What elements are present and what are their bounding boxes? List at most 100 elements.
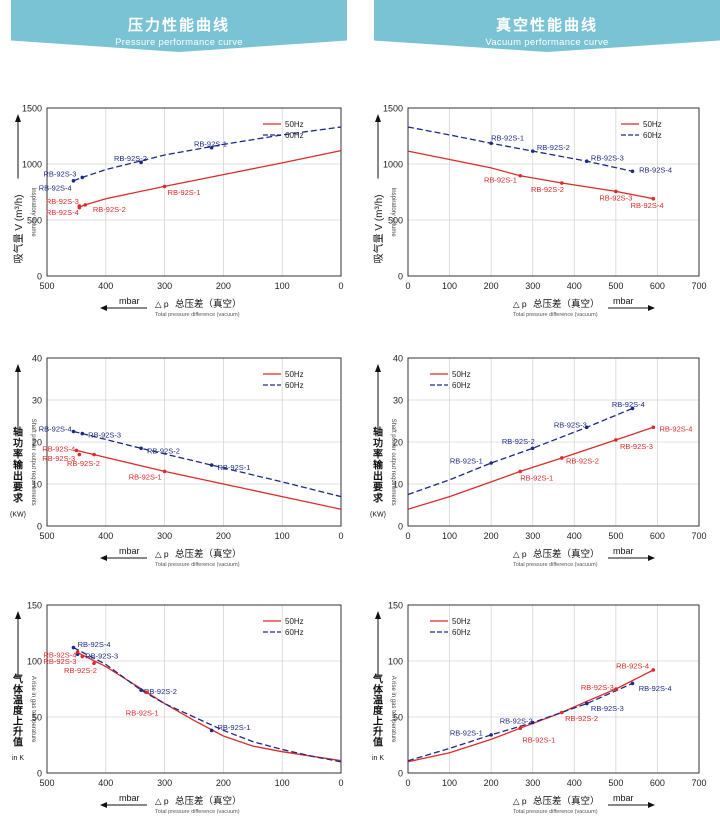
x-tick-label: 300 bbox=[525, 778, 540, 788]
point-label: RB-92S-2 bbox=[565, 714, 598, 723]
y-axis-title-char: 功 bbox=[13, 436, 23, 449]
data-point-s50 bbox=[92, 661, 96, 666]
point-label: RB-92S-3 bbox=[599, 194, 632, 203]
pressure-curve-title: 压力性能曲线 bbox=[127, 16, 230, 34]
x-tick-label: 200 bbox=[216, 778, 231, 788]
y-axis-title-char: 上 bbox=[13, 714, 23, 727]
x-tick-label: 200 bbox=[484, 778, 499, 788]
data-point-s50 bbox=[145, 690, 149, 695]
data-point-s60 bbox=[139, 160, 143, 165]
data-point-s50 bbox=[560, 456, 564, 460]
point-label: RB-92S-4 bbox=[43, 650, 76, 659]
y-axis-title-char: 出 bbox=[373, 469, 383, 482]
y-axis-title-char: 值 bbox=[13, 735, 23, 748]
y-axis-unit: in K bbox=[372, 755, 384, 762]
x-tick-label: 400 bbox=[98, 531, 113, 541]
x-tick-label: 300 bbox=[157, 281, 172, 291]
y-axis-title: 吸气量 V (m³/h) bbox=[372, 195, 385, 264]
point-label: RB-92S-1 bbox=[194, 139, 227, 148]
y-tick-label: 1500 bbox=[383, 104, 403, 114]
data-point-s50 bbox=[77, 452, 82, 457]
y-axis-unit: (KW) bbox=[10, 511, 26, 518]
x-tick-label: 0 bbox=[405, 531, 410, 541]
x-axis-english-title: Total pressure difference (vacuum) bbox=[513, 562, 598, 568]
x-tick-label: 600 bbox=[650, 531, 665, 541]
point-label: RB-92S-3 bbox=[85, 651, 118, 660]
legend-label-s60: 60Hz bbox=[285, 381, 304, 390]
plot-frame bbox=[407, 357, 700, 527]
y-tick-label: 0 bbox=[37, 522, 42, 532]
x-axis-delta-p: △ p bbox=[155, 299, 169, 309]
x-tick-label: 200 bbox=[216, 281, 231, 291]
y-axis-title-char: 度 bbox=[13, 704, 24, 717]
point-label: RB-92S-3 bbox=[88, 430, 121, 439]
point-label: RB-92S-3 bbox=[620, 442, 653, 451]
point-label: RB-92S-3 bbox=[46, 197, 79, 206]
point-label: RB-92S-4 bbox=[612, 400, 645, 409]
y-tick-label: 20 bbox=[393, 438, 403, 448]
x-tick-label: 100 bbox=[275, 531, 290, 541]
data-point-s60 bbox=[71, 179, 76, 183]
x-axis-title: 总压差（真空） bbox=[175, 795, 242, 807]
y-tick-label: 100 bbox=[388, 657, 403, 667]
point-label: RB-92S-1 bbox=[129, 472, 162, 481]
legend-label-s50: 50Hz bbox=[452, 370, 471, 379]
x-axis-title: 总压差（真空） bbox=[533, 298, 600, 310]
data-point-s60 bbox=[630, 169, 635, 174]
data-point-s60 bbox=[489, 733, 493, 737]
point-label: RB-92S-1 bbox=[450, 456, 483, 465]
y-axis-arrow-head bbox=[15, 114, 21, 122]
x-axis-arrow-head bbox=[648, 555, 655, 561]
point-label: RB-92S-2 bbox=[147, 446, 180, 455]
y-tick-label: 50 bbox=[32, 713, 42, 723]
data-point-s50 bbox=[651, 425, 656, 430]
point-label: RB-92S-4 bbox=[78, 640, 111, 649]
x-axis-title: 总压差（真空） bbox=[533, 795, 600, 807]
point-label: RB-92S-2 bbox=[500, 716, 533, 725]
point-label: RB-92S-1 bbox=[218, 723, 251, 732]
data-point-s60 bbox=[530, 446, 535, 451]
series-line-s50 bbox=[76, 449, 342, 510]
x-tick-label: 500 bbox=[608, 281, 623, 291]
point-label: RB-92S-2 bbox=[114, 154, 147, 163]
data-point-s60 bbox=[489, 141, 493, 146]
point-label: RB-92S-2 bbox=[144, 687, 177, 696]
data-point-s60 bbox=[139, 446, 143, 451]
data-point-s50 bbox=[560, 181, 564, 185]
y-axis-title-char: 升 bbox=[373, 725, 383, 738]
x-tick-label: 0 bbox=[405, 778, 410, 788]
data-point-s50 bbox=[614, 687, 618, 691]
y-tick-label: 500 bbox=[388, 216, 403, 226]
data-point-s60 bbox=[530, 720, 535, 725]
x-axis-arrow-head bbox=[648, 305, 655, 311]
y-axis-title-char: 温 bbox=[373, 693, 383, 706]
point-label: RB-92S-4 bbox=[631, 201, 664, 210]
chart-vacuum-temperature: 0 50 100 150 0 100 200 300 400 500 600 700 RB-92S-1 R… bbox=[372, 601, 707, 816]
y-axis-english-title: Inspiratory volume bbox=[30, 188, 36, 238]
data-point-s50 bbox=[518, 726, 523, 730]
point-label: RB-92S-4 bbox=[616, 661, 649, 670]
data-point-s60 bbox=[80, 175, 85, 180]
x-tick-label: 300 bbox=[525, 531, 540, 541]
point-label: RB-92S-1 bbox=[218, 463, 251, 472]
y-tick-label: 500 bbox=[27, 216, 42, 226]
y-axis-title-char: 体 bbox=[13, 683, 24, 696]
data-point-s50 bbox=[74, 448, 79, 453]
data-point-s50 bbox=[614, 438, 618, 442]
legend-label-s50: 50Hz bbox=[285, 370, 304, 379]
y-axis-title-char: 度 bbox=[373, 704, 384, 717]
x-axis-english-title: Total pressure difference (vacuum) bbox=[155, 809, 240, 815]
data-point-s60 bbox=[530, 149, 535, 153]
series-line-s60 bbox=[407, 126, 633, 172]
point-label: RB-92S-4 bbox=[639, 684, 672, 693]
data-point-s50 bbox=[162, 469, 167, 474]
x-tick-label: 500 bbox=[608, 531, 623, 541]
point-label: RB-92S-3 bbox=[43, 170, 76, 179]
x-tick-label: 0 bbox=[338, 281, 343, 291]
x-tick-label: 100 bbox=[275, 281, 290, 291]
y-axis-title-char: 轴 bbox=[373, 425, 383, 438]
data-point-s60 bbox=[209, 463, 214, 467]
